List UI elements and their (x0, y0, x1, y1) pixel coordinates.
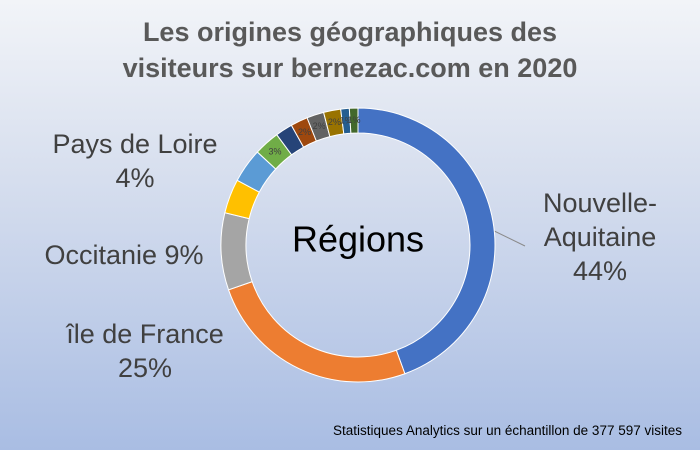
footnote: Statistiques Analytics sur un échantillo… (333, 423, 682, 438)
donut-segment (348, 107, 359, 134)
category-label: Nouvelle-Aquitaine 44% (520, 186, 680, 288)
donut-segment (227, 280, 406, 383)
center-label: Régions (292, 219, 424, 260)
value-label: 44% (572, 256, 628, 286)
segment-label: 2% (313, 121, 326, 131)
category-name: Occitanie (44, 240, 157, 270)
category-label: Pays de Loire 4% (30, 127, 240, 195)
segment-label: 2% (298, 127, 311, 137)
segment-label: 3% (268, 147, 281, 157)
category-name: île de France (66, 319, 224, 349)
value-label: 4% (115, 163, 155, 193)
segment-label: 1% (340, 115, 353, 125)
value-label: 9% (164, 240, 204, 270)
value-label: 25% (117, 353, 173, 383)
category-name: Nouvelle-Aquitaine (542, 188, 658, 252)
chart-title: Les origines géographiques des visiteurs… (122, 17, 578, 83)
segment-label: 1% (348, 115, 361, 125)
category-label: île de France 25% (40, 317, 250, 385)
category-label: Occitanie 9% (14, 238, 234, 272)
segment-label: 2% (328, 117, 341, 127)
category-name: Pays de Loire (52, 129, 218, 159)
